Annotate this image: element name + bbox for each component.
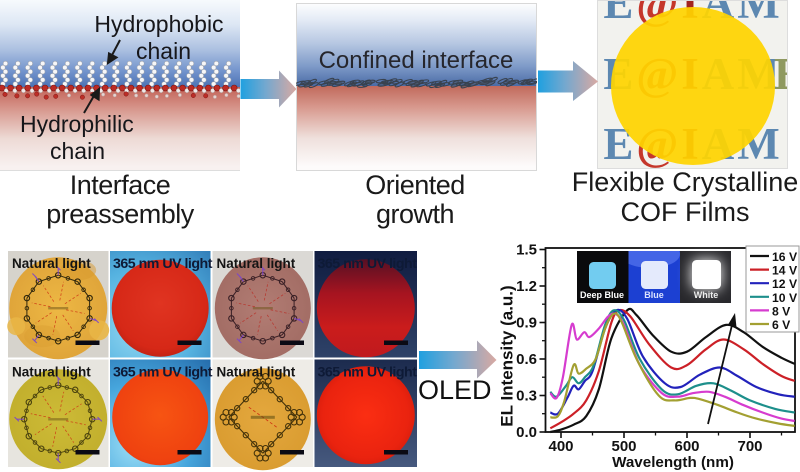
svg-text:Natural light: Natural light [217, 365, 296, 380]
svg-text:14 V: 14 V [772, 264, 798, 278]
svg-text:700: 700 [737, 438, 762, 455]
svg-text:365 nm UV light: 365 nm UV light [113, 365, 213, 381]
svg-text:1.5: 1.5 [516, 242, 537, 259]
svg-text:365 nm UV light: 365 nm UV light [318, 365, 418, 381]
svg-text:365 nm UV light: 365 nm UV light [113, 256, 213, 272]
svg-text:400: 400 [548, 438, 573, 455]
svg-text:Deep Blue: Deep Blue [580, 290, 624, 300]
svg-text:Blue: Blue [644, 290, 664, 300]
svg-text:1.2: 1.2 [516, 278, 537, 295]
svg-text:8 V: 8 V [772, 304, 791, 318]
svg-text:White: White [694, 290, 719, 300]
svg-text:Natural light: Natural light [12, 365, 91, 380]
svg-text:365 nm UV light: 365 nm UV light [318, 256, 418, 272]
svg-text:0.0: 0.0 [516, 424, 537, 441]
svg-text:Wavelength (nm): Wavelength (nm) [612, 454, 734, 471]
svg-text:Natural light: Natural light [12, 256, 91, 271]
svg-text:0.6: 0.6 [516, 351, 537, 368]
svg-text:0.3: 0.3 [516, 388, 537, 405]
svg-text:600: 600 [674, 438, 699, 455]
svg-text:Natural light: Natural light [217, 256, 296, 271]
svg-text:500: 500 [611, 438, 636, 455]
svg-text:0.9: 0.9 [516, 315, 537, 332]
svg-text:EL Intensity (a.u.): EL Intensity (a.u.) [500, 285, 517, 426]
svg-text:12 V: 12 V [772, 277, 798, 291]
svg-text:10 V: 10 V [772, 291, 798, 305]
svg-text:6 V: 6 V [772, 318, 791, 332]
svg-text:16 V: 16 V [772, 250, 798, 264]
